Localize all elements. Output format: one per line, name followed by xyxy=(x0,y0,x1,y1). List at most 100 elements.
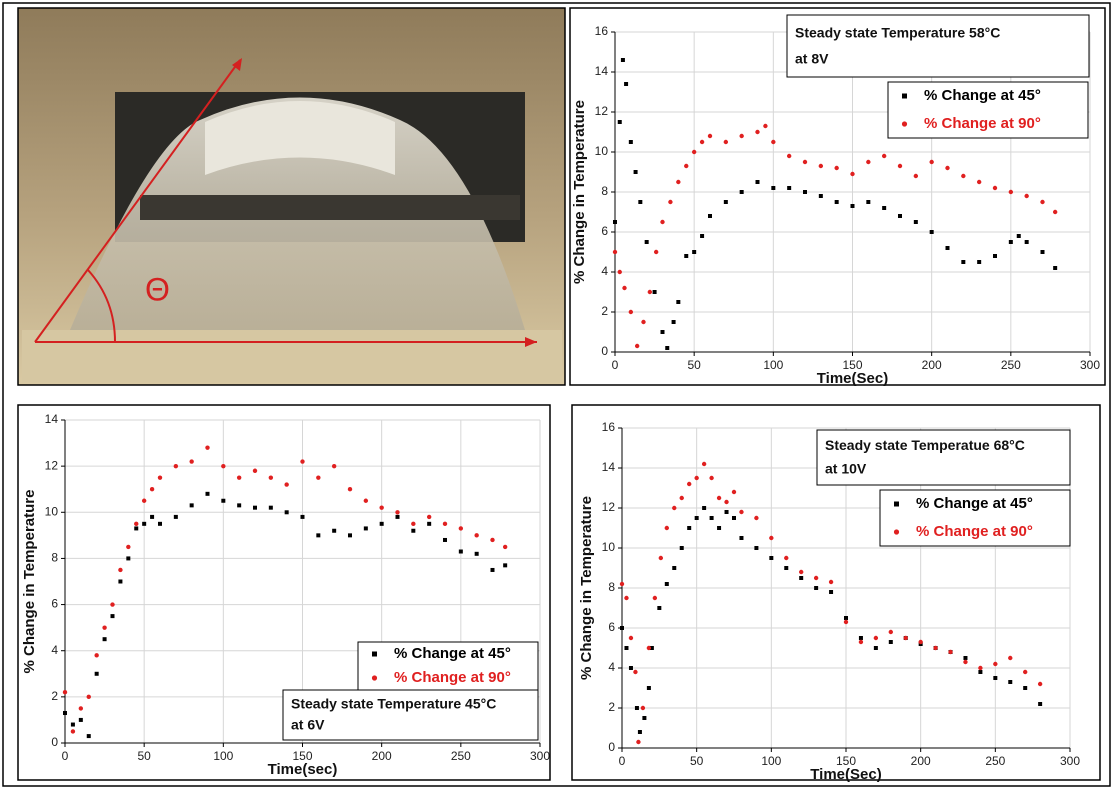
y-tick-label: 8 xyxy=(608,580,615,594)
chart: 0 2 4 6 8 10 12 14 0 50 100 150 200 250 300 Time(sec) % … xyxy=(17,404,551,781)
point xyxy=(646,686,651,690)
point xyxy=(1023,686,1028,690)
point xyxy=(763,123,768,129)
point xyxy=(363,526,368,531)
point xyxy=(993,661,998,667)
x-tick-label: 0 xyxy=(612,358,619,372)
point xyxy=(363,498,369,503)
angle-label: Θ xyxy=(145,271,170,307)
point xyxy=(638,200,643,204)
point xyxy=(687,526,692,530)
point xyxy=(634,343,640,349)
point xyxy=(628,309,634,315)
point xyxy=(624,82,629,86)
point xyxy=(707,133,713,139)
point xyxy=(694,516,699,520)
point xyxy=(474,551,479,556)
point xyxy=(118,567,123,573)
x-tick-label: 50 xyxy=(137,749,151,763)
y-tick-label: 10 xyxy=(595,144,609,158)
point xyxy=(636,739,641,745)
point xyxy=(732,516,736,520)
legend-marker xyxy=(371,675,378,681)
point xyxy=(684,254,689,258)
point xyxy=(660,330,665,334)
legend-box xyxy=(879,489,1071,547)
point xyxy=(929,230,934,234)
point xyxy=(1024,240,1029,244)
point xyxy=(102,625,107,630)
y-tick-label: 8 xyxy=(51,551,58,565)
y-tick-label: 10 xyxy=(45,504,59,518)
y-tick-label: 16 xyxy=(595,24,609,38)
point xyxy=(873,635,879,641)
point xyxy=(490,537,495,543)
point xyxy=(694,475,699,481)
point xyxy=(850,204,855,208)
point xyxy=(818,194,823,198)
point xyxy=(102,637,107,642)
legend-label: % Change at 90° xyxy=(394,669,511,686)
legend-label: % Change at 45° xyxy=(394,645,511,662)
y-tick-label: 14 xyxy=(602,460,616,474)
y-tick-label: 6 xyxy=(608,620,615,634)
annotation: at 10V xyxy=(825,460,867,476)
x-tick-label: 150 xyxy=(842,358,862,372)
point xyxy=(620,58,625,62)
point xyxy=(755,129,760,135)
point xyxy=(709,516,714,520)
point xyxy=(858,639,864,645)
point xyxy=(253,505,257,510)
point xyxy=(652,595,658,601)
point xyxy=(617,269,622,275)
point xyxy=(739,536,744,540)
y-tick-label: 0 xyxy=(601,344,608,358)
point xyxy=(945,246,950,250)
point xyxy=(866,200,871,204)
point xyxy=(411,528,416,533)
point xyxy=(86,694,91,700)
x-tick-label: 200 xyxy=(911,754,931,768)
point xyxy=(622,285,627,291)
point xyxy=(411,521,416,527)
x-tick-label: 300 xyxy=(1080,358,1100,372)
point xyxy=(617,120,622,124)
y-tick-label: 4 xyxy=(51,643,58,657)
point xyxy=(978,665,983,671)
point xyxy=(976,179,982,185)
y-tick-label: 6 xyxy=(51,597,58,611)
point xyxy=(961,260,966,264)
point xyxy=(888,629,893,635)
point xyxy=(189,459,194,464)
point xyxy=(332,528,337,533)
point xyxy=(1024,193,1029,199)
point xyxy=(716,495,722,501)
point xyxy=(803,190,807,194)
point xyxy=(134,526,139,531)
y-tick-label: 4 xyxy=(601,264,608,278)
y-tick-label: 2 xyxy=(51,689,58,703)
annotation-box xyxy=(816,429,1071,486)
point xyxy=(731,489,737,495)
point xyxy=(646,645,652,651)
point xyxy=(978,670,983,674)
point xyxy=(624,646,629,650)
point xyxy=(672,566,677,570)
point xyxy=(94,653,99,658)
point xyxy=(426,514,432,520)
x-tick-label: 0 xyxy=(619,754,626,768)
point xyxy=(427,521,432,526)
point xyxy=(110,602,115,607)
point xyxy=(843,619,849,625)
point xyxy=(620,626,624,630)
y-tick-label: 12 xyxy=(45,458,59,472)
point xyxy=(647,289,653,295)
point xyxy=(63,711,67,716)
annotation: Steady state Temperatue 68°C xyxy=(825,437,1025,453)
point xyxy=(658,555,664,561)
photo: Θ xyxy=(17,7,566,386)
annotation: at 8V xyxy=(795,50,829,66)
point xyxy=(284,482,289,487)
x-tick-label: 250 xyxy=(1001,358,1021,372)
